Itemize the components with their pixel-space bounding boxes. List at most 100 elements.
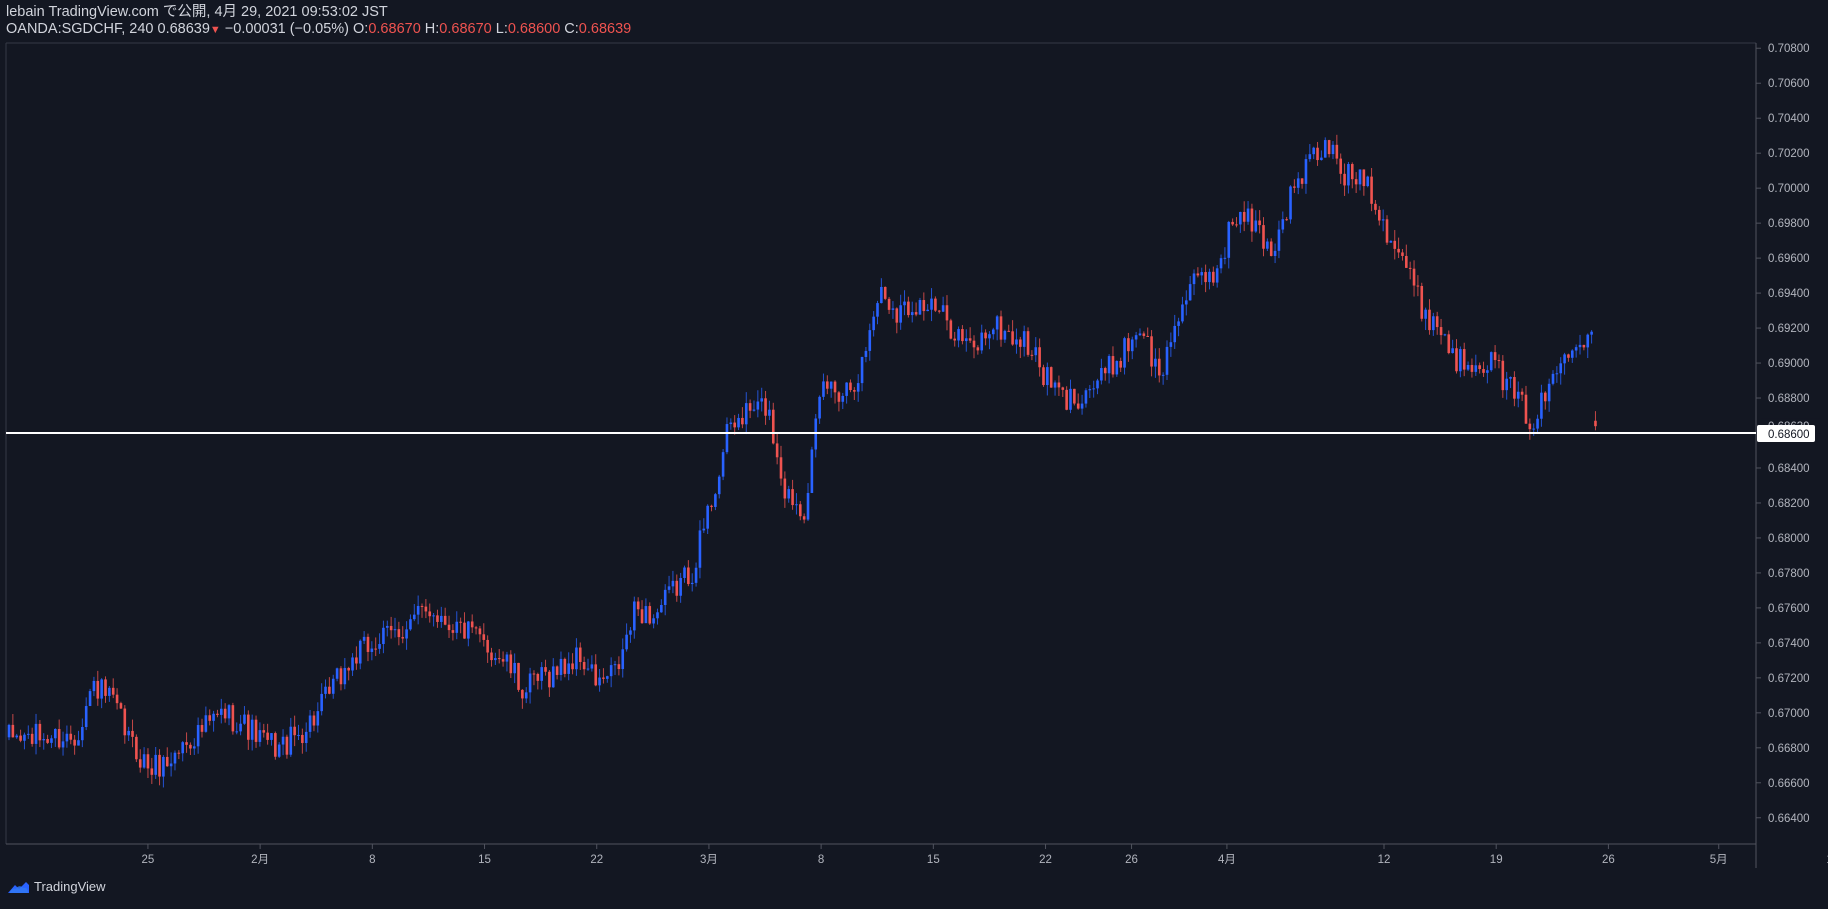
candle-body xyxy=(374,648,377,650)
tradingview-logo[interactable]: TradingView xyxy=(6,879,106,894)
candle-body xyxy=(621,649,625,670)
candle-body xyxy=(914,312,918,315)
candle xyxy=(227,704,231,726)
candle-body xyxy=(131,730,134,737)
candle xyxy=(910,301,914,323)
candle xyxy=(1154,348,1157,378)
candle xyxy=(200,718,204,738)
candle-body xyxy=(810,449,814,493)
candle xyxy=(320,683,323,716)
candle-body xyxy=(1146,335,1149,337)
candle xyxy=(428,603,432,623)
candle xyxy=(1235,217,1238,228)
candle xyxy=(814,413,818,458)
candle-body xyxy=(1119,360,1122,368)
candle xyxy=(459,617,462,634)
candle xyxy=(737,413,740,431)
candle xyxy=(853,387,856,401)
candle-body xyxy=(138,759,142,768)
candle-body xyxy=(1092,388,1095,390)
candle xyxy=(1594,411,1597,431)
candle-body xyxy=(192,746,196,749)
candle xyxy=(239,714,242,736)
candle-body xyxy=(54,729,57,739)
candle xyxy=(378,633,381,654)
candle-body xyxy=(162,756,165,777)
candle xyxy=(1146,327,1149,337)
candle xyxy=(795,493,798,515)
time-tick-label: 5月 xyxy=(1710,854,1728,866)
time-tick-label: 26 xyxy=(1602,854,1615,866)
candle xyxy=(1493,345,1497,369)
candle xyxy=(1435,311,1439,335)
time-axis[interactable]: 25 2月 8 15 22 3月 8 15 22 26 4月 12 19 26 5月 10 xyxy=(142,844,1828,866)
candle-body xyxy=(1482,369,1485,373)
candle-body xyxy=(1370,176,1373,204)
candle xyxy=(957,326,960,348)
candle xyxy=(478,625,482,643)
candle xyxy=(1223,247,1227,265)
candle xyxy=(702,518,706,534)
candle-body xyxy=(1586,334,1590,348)
candle xyxy=(1578,334,1582,355)
candle xyxy=(254,715,258,748)
price-axis[interactable]: 0.70800 0.70600 0.70400 0.70200 0.70000 0.698… xyxy=(1756,43,1821,825)
candle-body xyxy=(528,673,532,693)
candle xyxy=(243,706,246,725)
candle xyxy=(930,288,933,322)
candle xyxy=(1107,354,1111,384)
candle xyxy=(374,637,377,657)
candle xyxy=(984,329,987,346)
open-value: 0.68670 xyxy=(368,21,421,37)
candle-body xyxy=(721,452,725,477)
candle xyxy=(617,656,621,676)
candle-body xyxy=(891,308,895,310)
candle-body xyxy=(1528,423,1532,430)
candle-body xyxy=(1026,331,1030,355)
candle-body xyxy=(173,752,177,764)
candle-body xyxy=(567,663,570,674)
candle-body xyxy=(1296,178,1300,188)
candle-body xyxy=(899,305,902,323)
candle-body xyxy=(385,625,389,628)
candle-body xyxy=(243,714,246,724)
candle xyxy=(1466,361,1470,371)
candle-body xyxy=(447,624,451,631)
candle xyxy=(752,400,756,412)
candle xyxy=(567,652,570,681)
candle xyxy=(660,599,663,613)
candle-body xyxy=(1524,394,1528,424)
candle xyxy=(1157,348,1161,383)
candle xyxy=(887,296,891,314)
candle-body xyxy=(1212,271,1215,283)
candle-body xyxy=(1049,367,1053,388)
candle-body xyxy=(92,680,96,692)
candle-body xyxy=(1266,241,1269,249)
candle-body xyxy=(636,601,640,610)
candle xyxy=(625,623,628,652)
hline-price-label: 0.68600 xyxy=(1768,429,1810,441)
candle xyxy=(505,651,509,672)
candle xyxy=(1509,376,1512,389)
candle xyxy=(725,417,729,455)
candle-body xyxy=(467,621,470,639)
candle-body xyxy=(1563,354,1566,364)
candle xyxy=(1551,370,1555,386)
candle xyxy=(1289,185,1292,224)
candle-body xyxy=(1084,390,1088,404)
candle xyxy=(50,735,53,749)
candle xyxy=(656,608,659,625)
candle-body xyxy=(818,396,821,419)
candle-body xyxy=(602,677,605,679)
candle-body xyxy=(768,409,771,416)
candle xyxy=(1405,244,1408,268)
candle-body xyxy=(196,725,200,747)
candle-body xyxy=(1590,331,1593,335)
candle-body xyxy=(339,668,343,685)
candle xyxy=(1076,393,1080,410)
candle-body xyxy=(594,664,598,686)
candle-body xyxy=(1185,300,1188,305)
candle-body xyxy=(440,615,443,622)
candle-body xyxy=(289,726,293,755)
